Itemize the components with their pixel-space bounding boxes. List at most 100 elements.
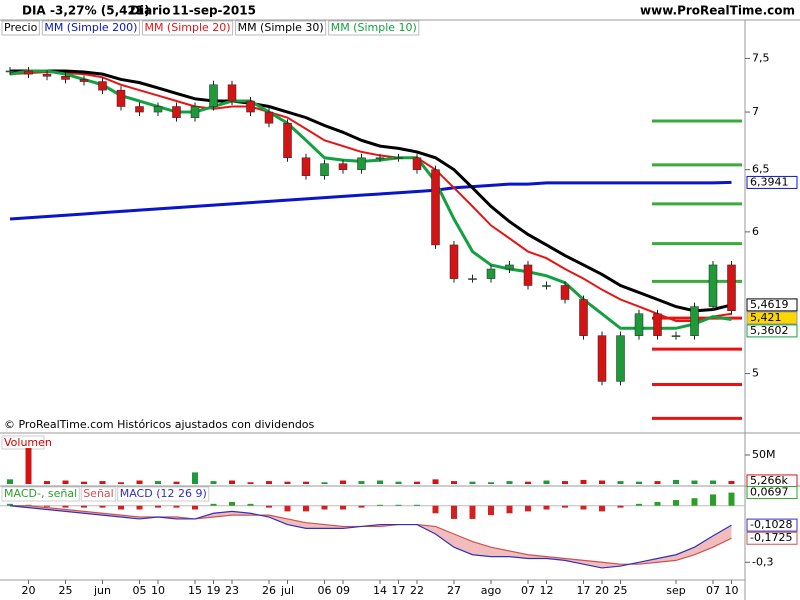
x-tick-label: jun bbox=[93, 584, 111, 597]
volume-bar bbox=[617, 481, 624, 484]
candle bbox=[431, 169, 440, 246]
candle bbox=[283, 122, 292, 159]
volume-bar bbox=[395, 481, 402, 484]
macd-last-label-box bbox=[746, 486, 798, 500]
candle bbox=[190, 106, 200, 118]
volume-bar bbox=[636, 481, 642, 484]
volume-bar bbox=[340, 480, 346, 484]
candle bbox=[246, 100, 255, 113]
candle bbox=[597, 335, 607, 382]
note: © ProRealTime.com Históricos ajustados c… bbox=[4, 418, 315, 431]
volume-bar bbox=[284, 481, 291, 484]
volume-bar bbox=[303, 481, 309, 484]
macd-histogram-bar bbox=[81, 505, 87, 508]
candle bbox=[357, 157, 366, 170]
macd-last-label-box bbox=[746, 518, 798, 532]
macd-histogram-bar bbox=[321, 505, 328, 510]
macd-histogram-bar bbox=[99, 505, 106, 508]
x-tick-label: ago bbox=[481, 584, 502, 597]
macd-histogram-bar bbox=[728, 492, 735, 506]
candle bbox=[671, 335, 681, 337]
volume-bar bbox=[377, 480, 383, 484]
x-tick-label: 17 bbox=[577, 584, 591, 597]
moving-average bbox=[9, 180, 732, 221]
macd-histogram-bar bbox=[358, 505, 365, 508]
x-tick-label: 14 bbox=[373, 584, 387, 597]
candle bbox=[98, 81, 107, 91]
legend-box bbox=[141, 20, 234, 36]
last-value-label: 6,3941 bbox=[750, 175, 789, 188]
legend-box bbox=[1, 20, 40, 36]
macd-histogram-bar bbox=[210, 503, 217, 506]
macd-histogram-bar bbox=[432, 505, 439, 514]
candle bbox=[542, 285, 551, 287]
macd-histogram-bar bbox=[673, 500, 679, 506]
macd-histogram-bar bbox=[7, 503, 13, 506]
candle bbox=[301, 157, 311, 176]
volume-bar bbox=[62, 480, 69, 484]
x-tick-label: 12 bbox=[540, 584, 554, 597]
volume-bar bbox=[99, 481, 106, 484]
y-tick-label: 6,5 bbox=[752, 163, 770, 176]
macd-histogram-bar bbox=[44, 505, 50, 507]
volume-bar bbox=[7, 479, 13, 484]
x-tick-label: 25 bbox=[59, 584, 73, 597]
volume-bar bbox=[710, 480, 716, 484]
candle bbox=[172, 106, 181, 118]
macd-histogram-bar bbox=[580, 505, 587, 510]
candle bbox=[135, 106, 144, 113]
x-tick-label: 20 bbox=[22, 584, 36, 597]
candle bbox=[116, 89, 126, 107]
legend-entry: MACD-, señal bbox=[4, 487, 77, 500]
y-tick-label: 50M bbox=[752, 448, 776, 461]
legend-box bbox=[80, 486, 117, 502]
macd-histogram-bar bbox=[284, 505, 291, 512]
macd-histogram-bar bbox=[62, 505, 69, 508]
change: -3,27% (5,421) bbox=[50, 4, 150, 18]
volume-bar bbox=[247, 482, 254, 484]
x-tick-label: 06 bbox=[318, 584, 332, 597]
candle bbox=[338, 163, 348, 170]
macd-histogram-bar bbox=[377, 504, 383, 506]
volume-bar bbox=[525, 481, 531, 484]
x-tick-label: 20 bbox=[595, 584, 609, 597]
macd-histogram-bar bbox=[543, 505, 550, 510]
macd-last-label-box bbox=[746, 531, 798, 545]
y-tick-label: -0,3 bbox=[752, 555, 773, 568]
macd-last-label: -0,1028 bbox=[750, 518, 792, 531]
macd-histogram-bar bbox=[599, 505, 605, 512]
macd-histogram-bar bbox=[414, 504, 420, 506]
candle bbox=[79, 79, 89, 82]
macd-histogram-bar bbox=[395, 504, 402, 506]
macd-last-label: -0,1725 bbox=[750, 531, 792, 544]
candle bbox=[394, 157, 403, 160]
legend-entry: MM (Simple 20) bbox=[144, 21, 230, 34]
candle bbox=[523, 264, 533, 286]
volume-bar bbox=[654, 481, 661, 484]
legend-entry: Señal bbox=[83, 487, 114, 500]
macd-line bbox=[10, 505, 732, 565]
x-tick-label: 05 bbox=[133, 584, 147, 597]
volume-bar bbox=[44, 481, 50, 484]
date: 11-sep-2015 bbox=[172, 4, 256, 18]
candle bbox=[616, 335, 625, 382]
macd-histogram-bar bbox=[636, 503, 642, 506]
candle bbox=[42, 73, 52, 77]
x-tick-label: 07 bbox=[521, 584, 535, 597]
volume-bar bbox=[673, 479, 679, 484]
legend-entry: MM (Simple 200) bbox=[44, 21, 137, 34]
volume-bar bbox=[469, 481, 476, 484]
volume-bar bbox=[321, 482, 328, 484]
volume-bar bbox=[192, 472, 198, 484]
volume-bar bbox=[506, 481, 513, 484]
volume-bar bbox=[25, 448, 32, 484]
source: www.ProRealTime.com bbox=[640, 4, 795, 18]
candle bbox=[264, 111, 274, 124]
candle bbox=[505, 264, 514, 270]
macd-histogram-bar bbox=[691, 498, 698, 506]
legend-box bbox=[41, 20, 140, 36]
x-tick-label: 26 bbox=[262, 584, 276, 597]
macd-histogram-bar bbox=[654, 501, 661, 506]
volume-bar bbox=[266, 481, 272, 484]
macd-histogram-bar bbox=[229, 501, 235, 506]
